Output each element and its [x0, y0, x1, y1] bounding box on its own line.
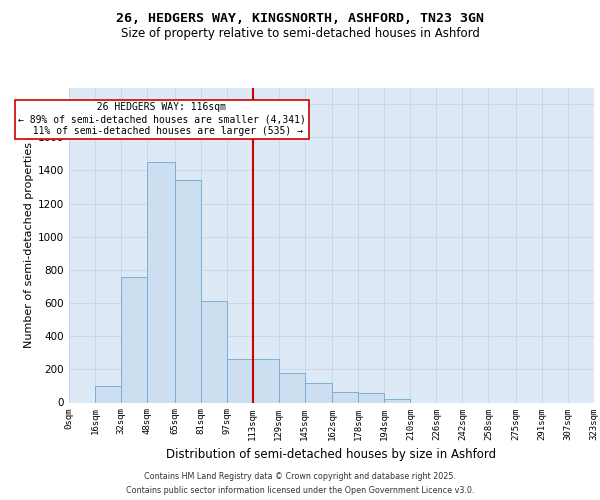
- Bar: [253, 360, 278, 403]
- Bar: [227, 360, 253, 403]
- Text: 26, HEDGERS WAY, KINGSNORTH, ASHFORD, TN23 3GN: 26, HEDGERS WAY, KINGSNORTH, ASHFORD, TN…: [116, 12, 484, 26]
- Bar: [358, 394, 385, 402]
- X-axis label: Distribution of semi-detached houses by size in Ashford: Distribution of semi-detached houses by …: [166, 448, 497, 461]
- Text: Contains public sector information licensed under the Open Government Licence v3: Contains public sector information licen…: [126, 486, 474, 495]
- Bar: [147, 162, 175, 402]
- Bar: [332, 392, 358, 402]
- Bar: [278, 374, 305, 402]
- Text: 26 HEDGERS WAY: 116sqm  
← 89% of semi-detached houses are smaller (4,341)
  11%: 26 HEDGERS WAY: 116sqm ← 89% of semi-det…: [18, 102, 305, 136]
- Bar: [95, 386, 121, 402]
- Text: Size of property relative to semi-detached houses in Ashford: Size of property relative to semi-detach…: [121, 28, 479, 40]
- Bar: [121, 276, 147, 402]
- Bar: [175, 180, 200, 402]
- Bar: [200, 302, 227, 402]
- Y-axis label: Number of semi-detached properties: Number of semi-detached properties: [24, 142, 34, 348]
- Text: Contains HM Land Registry data © Crown copyright and database right 2025.: Contains HM Land Registry data © Crown c…: [144, 472, 456, 481]
- Bar: [385, 399, 410, 402]
- Bar: [305, 382, 332, 402]
